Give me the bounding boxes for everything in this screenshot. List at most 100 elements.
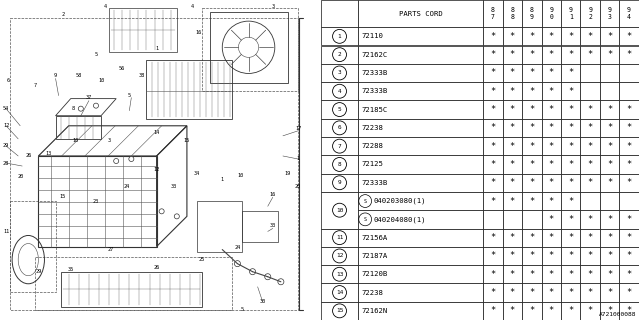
Bar xyxy=(561,119,580,137)
Text: 5: 5 xyxy=(95,52,97,57)
Text: *: * xyxy=(607,123,612,132)
Bar xyxy=(580,64,600,82)
Text: *: * xyxy=(627,252,632,260)
Text: *: * xyxy=(548,252,554,260)
Text: *: * xyxy=(548,50,554,59)
Text: *: * xyxy=(607,306,612,315)
Bar xyxy=(580,119,600,137)
Text: *: * xyxy=(568,233,573,242)
Text: 15: 15 xyxy=(336,308,343,313)
Bar xyxy=(620,192,639,210)
Text: *: * xyxy=(548,68,554,77)
Text: 040204080(1): 040204080(1) xyxy=(374,216,426,223)
Text: *: * xyxy=(529,32,534,41)
Text: *: * xyxy=(490,87,495,96)
Text: 72238: 72238 xyxy=(362,290,383,296)
Bar xyxy=(358,302,483,320)
Text: *: * xyxy=(548,233,554,242)
Bar xyxy=(600,173,620,192)
Text: 12: 12 xyxy=(336,253,343,259)
Text: *: * xyxy=(490,196,495,205)
Text: *: * xyxy=(529,160,534,169)
Bar xyxy=(358,27,483,45)
Text: 72288: 72288 xyxy=(362,143,383,149)
Bar xyxy=(620,173,639,192)
Text: *: * xyxy=(548,87,554,96)
Text: *: * xyxy=(490,288,495,297)
Bar xyxy=(358,192,483,210)
Text: 10: 10 xyxy=(73,138,79,143)
Bar xyxy=(321,27,358,45)
Bar xyxy=(600,228,620,247)
Text: 58: 58 xyxy=(76,73,82,78)
Bar xyxy=(483,284,502,302)
Text: *: * xyxy=(490,68,495,77)
Text: 3: 3 xyxy=(338,70,341,76)
Bar xyxy=(561,82,580,100)
Bar xyxy=(620,210,639,228)
Text: 9
1: 9 1 xyxy=(569,7,573,20)
Bar xyxy=(522,173,541,192)
Bar xyxy=(522,119,541,137)
Bar xyxy=(600,155,620,173)
Text: 24: 24 xyxy=(123,184,129,189)
Text: 9
2: 9 2 xyxy=(588,7,592,20)
Text: 9: 9 xyxy=(338,180,341,185)
Bar xyxy=(502,100,522,119)
Bar xyxy=(541,137,561,155)
Bar xyxy=(541,64,561,82)
Circle shape xyxy=(129,156,134,162)
Text: *: * xyxy=(568,270,573,279)
Bar xyxy=(561,247,580,265)
Text: *: * xyxy=(568,123,573,132)
Text: *: * xyxy=(568,196,573,205)
Text: *: * xyxy=(568,178,573,187)
Text: *: * xyxy=(490,105,495,114)
Text: 10: 10 xyxy=(237,172,244,178)
Bar xyxy=(561,137,580,155)
Text: *: * xyxy=(529,288,534,297)
Text: *: * xyxy=(607,142,612,151)
Text: 19: 19 xyxy=(285,171,291,176)
Text: *: * xyxy=(568,87,573,96)
Text: *: * xyxy=(627,233,632,242)
Bar xyxy=(483,82,502,100)
Text: 3: 3 xyxy=(108,138,111,143)
Bar xyxy=(502,45,522,64)
Text: 12: 12 xyxy=(3,123,9,128)
Text: 29: 29 xyxy=(3,143,9,148)
Text: *: * xyxy=(607,270,612,279)
Bar xyxy=(483,210,502,228)
Text: 72185C: 72185C xyxy=(362,107,388,113)
Text: *: * xyxy=(529,306,534,315)
Bar xyxy=(502,192,522,210)
Text: *: * xyxy=(509,178,515,187)
Bar xyxy=(580,173,600,192)
Text: *: * xyxy=(548,32,554,41)
Circle shape xyxy=(265,274,271,280)
Text: 27: 27 xyxy=(108,247,115,252)
Bar xyxy=(483,173,502,192)
Text: *: * xyxy=(627,178,632,187)
Bar xyxy=(358,265,483,284)
Bar xyxy=(522,82,541,100)
Bar xyxy=(600,210,620,228)
Bar xyxy=(620,64,639,82)
Bar xyxy=(483,137,502,155)
Bar xyxy=(358,173,483,192)
Text: 72120B: 72120B xyxy=(362,271,388,277)
Bar xyxy=(541,27,561,45)
Text: *: * xyxy=(490,252,495,260)
Text: 2: 2 xyxy=(61,12,64,17)
Circle shape xyxy=(278,279,284,285)
Bar xyxy=(561,228,580,247)
Text: *: * xyxy=(627,270,632,279)
Text: 15: 15 xyxy=(60,194,66,199)
Bar xyxy=(541,265,561,284)
Text: *: * xyxy=(490,142,495,151)
Text: 8: 8 xyxy=(338,162,341,167)
Text: *: * xyxy=(627,288,632,297)
Text: 13: 13 xyxy=(336,272,343,277)
Bar xyxy=(600,0,620,27)
Bar xyxy=(502,155,522,173)
